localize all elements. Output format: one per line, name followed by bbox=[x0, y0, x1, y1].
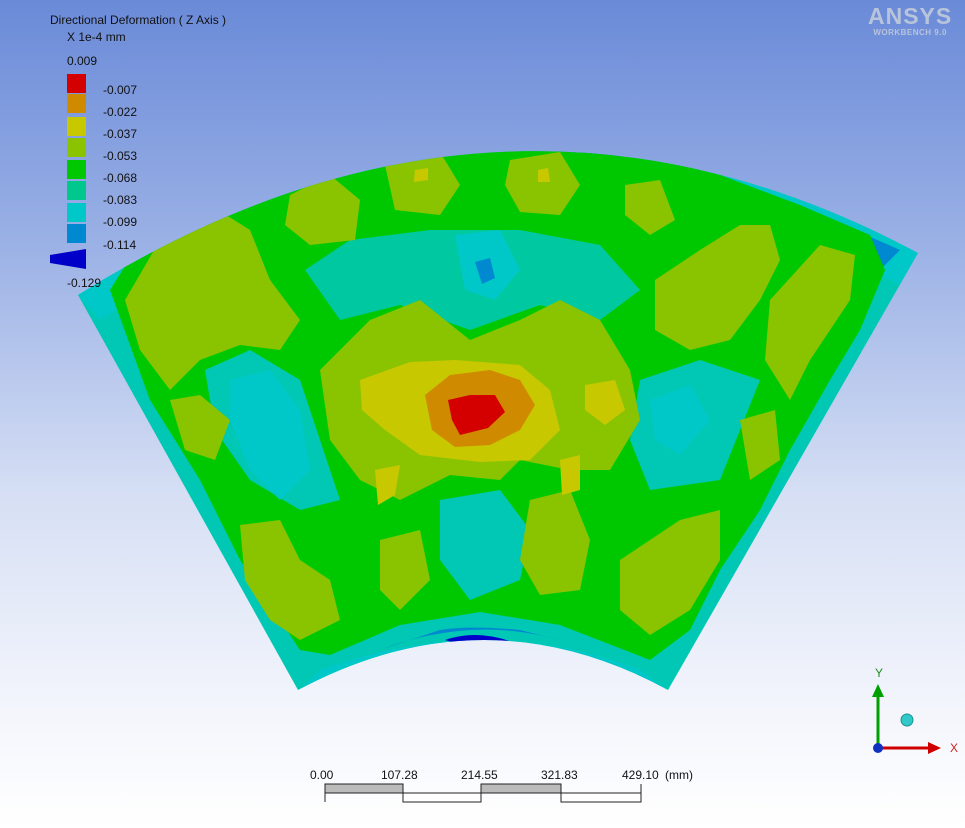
legend-label: -0.099 bbox=[103, 215, 138, 229]
scale-bar bbox=[324, 783, 642, 803]
ansys-logo: ANSYS WORKBENCH 9.0 bbox=[868, 4, 952, 37]
contour-yg-island bbox=[520, 490, 590, 595]
legend-swatch-yellow bbox=[67, 117, 86, 136]
contour-max-region bbox=[448, 395, 505, 435]
contour-yg-island bbox=[655, 225, 780, 350]
legend-swatch-yellow-green bbox=[67, 138, 86, 157]
contour-yg-island bbox=[740, 410, 780, 480]
legend-swatch-green bbox=[67, 160, 86, 179]
logo-text: ANSYS bbox=[868, 3, 953, 29]
triad-x-label: X bbox=[950, 741, 958, 755]
scale-tick-label: 107.28 bbox=[381, 768, 418, 782]
contour-teal-island bbox=[440, 490, 530, 600]
contour-cyan-spot bbox=[230, 370, 310, 500]
legend-label: -0.068 bbox=[103, 171, 138, 185]
scale-tick-label: 429.10 bbox=[622, 768, 659, 782]
legend-swatch-orange bbox=[67, 94, 86, 113]
triad-x-arrow bbox=[928, 742, 941, 754]
logo-subtext: WORKBENCH 9.0 bbox=[873, 28, 947, 37]
scale-tick-label: 321.83 bbox=[541, 768, 578, 782]
legend-title: Directional Deformation ( Z Axis ) bbox=[50, 13, 227, 27]
contour-yg-island bbox=[620, 510, 720, 635]
axis-triad: Y X bbox=[872, 666, 958, 755]
contour-yellow-region bbox=[538, 168, 550, 182]
legend-label: -0.053 bbox=[103, 149, 138, 163]
contour-yg-island bbox=[240, 520, 340, 640]
legend-label: -0.022 bbox=[103, 105, 138, 119]
legend-swatch-blue bbox=[50, 249, 86, 269]
legend-max-label: 0.009 bbox=[67, 54, 98, 68]
legend-units: X 1e-4 mm bbox=[67, 30, 126, 44]
legend-swatch-red bbox=[67, 74, 86, 93]
legend-swatch-cyan bbox=[67, 203, 86, 222]
scale-unit-label: (mm) bbox=[665, 768, 693, 782]
contour-yg-island bbox=[125, 205, 300, 390]
contour-yellow-region bbox=[560, 455, 580, 495]
scale-tick-label: 214.55 bbox=[461, 768, 498, 782]
legend-label: -0.083 bbox=[103, 193, 138, 207]
contour-yg-island bbox=[380, 530, 430, 610]
legend-label: -0.037 bbox=[103, 127, 138, 141]
contour-yg-island bbox=[765, 245, 855, 400]
scale-tick-label: 0.00 bbox=[310, 768, 334, 782]
legend-swatch-light-blue bbox=[67, 224, 86, 243]
contour-cyan-spot bbox=[650, 385, 710, 455]
triad-y-label: Y bbox=[875, 666, 883, 680]
contour-yellow-region bbox=[585, 380, 625, 425]
contour-yellow-region bbox=[414, 168, 428, 182]
triad-origin bbox=[873, 743, 883, 753]
contour-yg-island bbox=[625, 180, 675, 235]
contour-yg-island bbox=[285, 175, 360, 245]
legend-label: -0.114 bbox=[103, 238, 137, 252]
contour-blue-spot bbox=[475, 258, 495, 284]
contour-yg-island bbox=[385, 152, 460, 215]
legend-swatch-teal bbox=[67, 181, 86, 200]
triad-y-arrow bbox=[872, 684, 884, 697]
triad-iso-sphere bbox=[900, 713, 914, 727]
legend-min-label: -0.129 bbox=[67, 276, 102, 290]
contour-yellow-region bbox=[375, 465, 400, 505]
contour-yg-island bbox=[505, 152, 580, 215]
contour-yg-island bbox=[170, 395, 230, 460]
legend-label: -0.007 bbox=[103, 83, 138, 97]
